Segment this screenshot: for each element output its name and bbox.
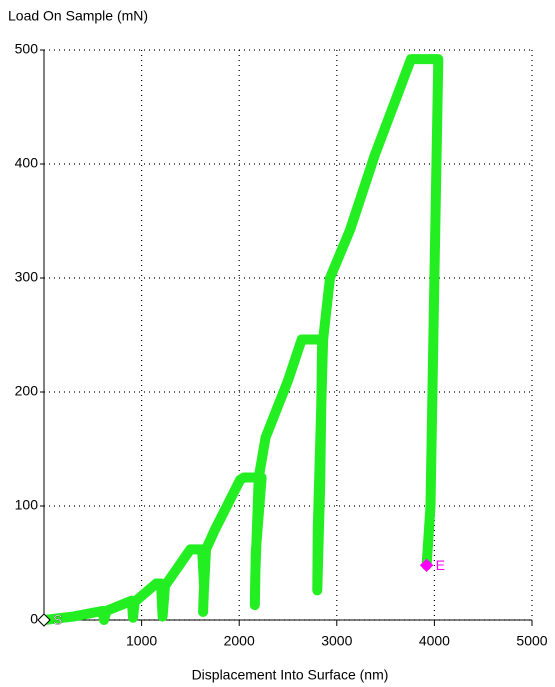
data-line [39, 54, 444, 625]
marker-label: E [436, 557, 445, 573]
y-tick-label: 400 [15, 155, 39, 171]
x-tick-label: 1000 [126, 633, 157, 649]
marker [419, 558, 434, 572]
y-tick-label: 300 [15, 269, 39, 285]
y-axis-label: Load On Sample (mN) [8, 8, 148, 24]
marker-label: S [53, 612, 62, 628]
x-tick-label: 3000 [321, 633, 352, 649]
marker [37, 613, 51, 627]
x-tick-label: 5000 [516, 633, 547, 649]
y-tick-label: 0 [30, 611, 38, 627]
y-tick-label: 200 [15, 383, 39, 399]
x-axis-label: Displacement Into Surface (nm) [192, 667, 389, 683]
y-tick-label: 500 [15, 41, 39, 57]
y-tick-label: 100 [15, 497, 39, 513]
x-tick-label: 2000 [224, 633, 255, 649]
x-tick-label: 4000 [419, 633, 450, 649]
